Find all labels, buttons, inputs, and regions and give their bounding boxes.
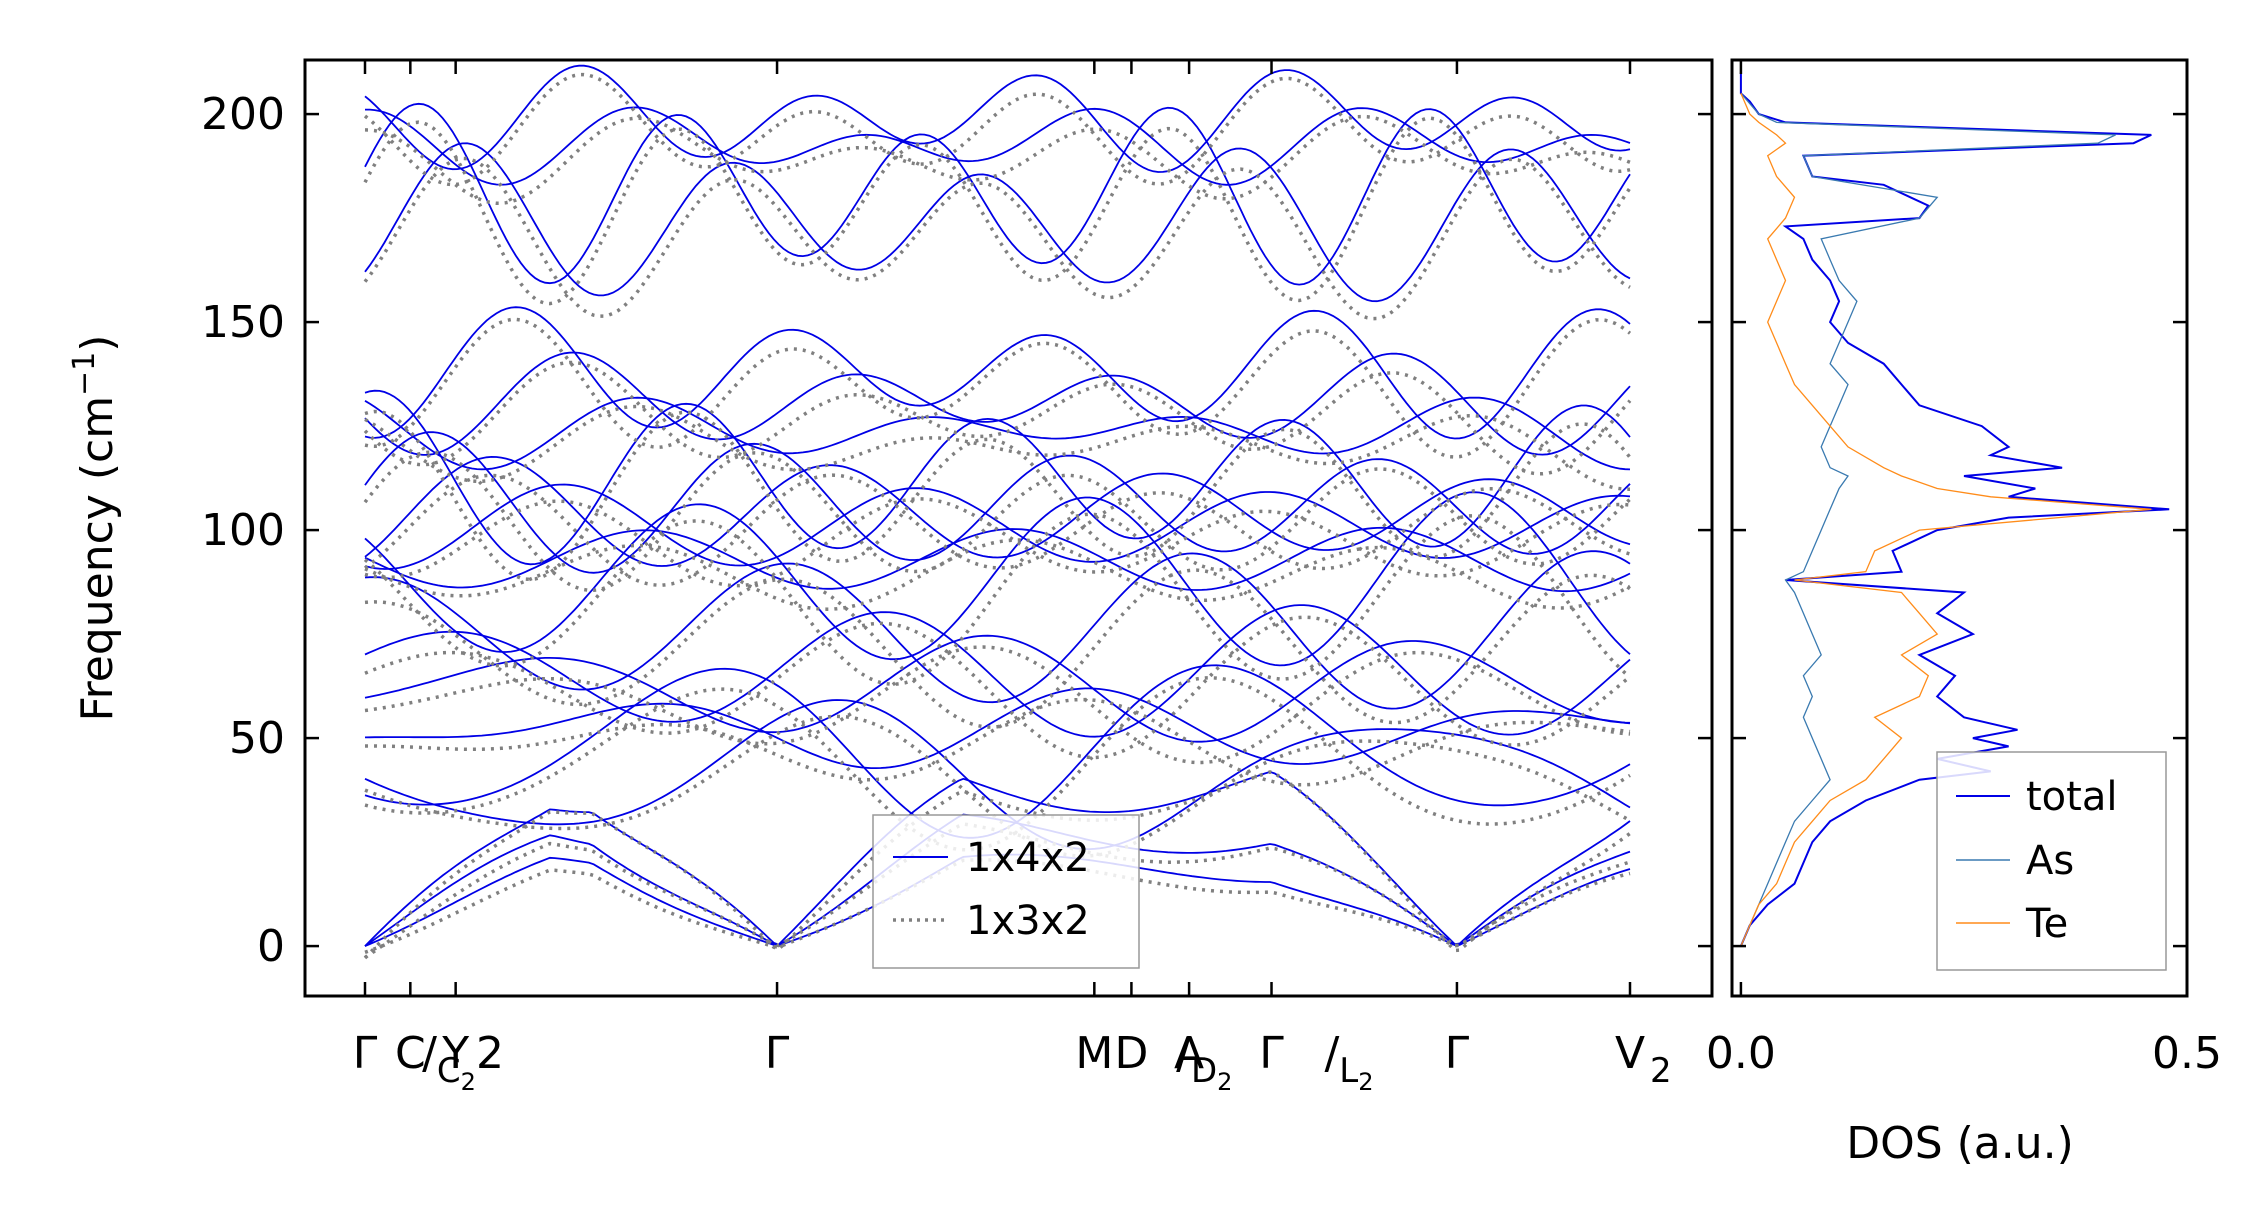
y-tick-label: 0	[257, 921, 285, 972]
dos-x-tick-label: 0.0	[1706, 1028, 1776, 1079]
x-tick-composite-label: /D2	[1176, 1028, 1232, 1096]
band-branch-1x4x2	[364, 64, 1631, 173]
band-branch-1x3x2	[365, 697, 1631, 787]
band-branch-1x4x2	[364, 431, 1631, 574]
x-tick-composite-label: 2	[1650, 1051, 1672, 1091]
x-tick-composite-sub: 2	[1650, 1051, 1672, 1091]
legend-label-as: As	[2026, 838, 2074, 884]
y-tick-label: 200	[201, 89, 285, 140]
x-tick-composite-slash: /	[1176, 1028, 1191, 1079]
x-tick-composite-slash: /	[1324, 1028, 1339, 1079]
x-tick-label: Γ	[1445, 1028, 1470, 1079]
band-branch-1x4x2	[364, 491, 1631, 667]
band-branch-1x3x2	[363, 770, 1632, 960]
dos-legend: total As Te	[1936, 751, 2167, 971]
dos-plot-frame	[1730, 58, 2189, 998]
band-plot-frame	[303, 58, 1714, 998]
band-branch-1x4x2	[364, 550, 1631, 710]
band-branch-1x4x2	[365, 106, 1631, 186]
legend-label-te: Te	[2025, 901, 2068, 947]
band-branch-1x3x2	[363, 72, 1631, 187]
band-branch-1x4x2	[364, 604, 1631, 738]
band-branch-1x4x2	[364, 664, 1631, 839]
band-branch-1x4x2	[364, 306, 1631, 440]
dos-panel: 0.0 0.5 DOS (a.u.) total As Te	[1706, 58, 2222, 1169]
x-tick-label: C	[395, 1028, 426, 1079]
band-legend-box	[872, 814, 1140, 969]
legend-label-1x4x2: 1x4x2	[966, 835, 1090, 881]
band-branch-1x3x2	[363, 450, 1632, 593]
band-branch-1x3x2	[363, 473, 1631, 587]
y-axis-label: Frequency (cm−1)	[67, 335, 123, 722]
x-tick-label: M	[1075, 1028, 1113, 1079]
band-branch-1x3x2	[364, 497, 1631, 588]
band-branch-1x4x2	[364, 102, 1631, 286]
x-tick-composite-sub: C	[437, 1051, 461, 1091]
y-tick-label: 50	[229, 713, 285, 764]
dos-curve-As	[1740, 92, 2116, 947]
x-tick-label: Γ	[1259, 1028, 1284, 1079]
band-branch-1x3x2	[363, 360, 1632, 476]
x-tick-composite-subsub: 2	[461, 1068, 476, 1096]
y-axis-label-end: )	[72, 335, 123, 352]
x-tick-composite-tail: 2	[476, 1028, 504, 1079]
x-tick-composite-slash: /	[422, 1028, 437, 1079]
band-branch-1x3x2	[364, 409, 1632, 582]
y-axis-label-main: Frequency (cm	[72, 396, 123, 722]
band-legend: 1x4x2 1x3x2	[872, 814, 1140, 969]
x-tick-composite-label: /C22	[422, 1028, 504, 1096]
band-branch-1x4x2	[364, 634, 1631, 743]
band-branch-1x4x2	[364, 389, 1631, 566]
band-branch-1x4x2	[364, 526, 1631, 593]
band-branch-1x3x2	[364, 114, 1631, 205]
x-tick-composite-subsub: 2	[1217, 1068, 1232, 1096]
band-branch-1x4x2	[364, 351, 1631, 456]
legend-label-total: total	[2026, 774, 2117, 820]
y-tick-label: 150	[201, 297, 285, 348]
x-tick-label: D	[1114, 1028, 1148, 1079]
band-curves	[363, 64, 1632, 960]
band-branch-1x4x2	[364, 396, 1631, 471]
band-branch-1x4x2	[364, 142, 1631, 303]
dos-x-axis-label: DOS (a.u.)	[1846, 1118, 2074, 1169]
x-tick-composite-subsub: 2	[1358, 1068, 1373, 1096]
band-branch-1x3x2	[364, 615, 1632, 760]
dos-x-tick-label: 0.5	[2152, 1028, 2222, 1079]
dos-curve-Te	[1740, 93, 2152, 947]
band-branch-1x4x2	[364, 687, 1631, 769]
y-axis-label-unit-exponent: −1	[67, 352, 102, 396]
y-tick-label: 100	[201, 505, 285, 556]
x-tick-composite-label: /L2	[1324, 1028, 1373, 1096]
band-branch-1x3x2	[364, 404, 1630, 491]
band-branch-1x3x2	[364, 822, 1631, 960]
dos-axis: 0.0 0.5	[1706, 60, 2222, 1079]
x-tick-label: Γ	[765, 1028, 790, 1079]
x-tick-label: V	[1615, 1028, 1645, 1079]
x-tick-label: A	[1174, 1028, 1204, 1079]
x-tick-composite-sub: D	[1191, 1051, 1217, 1091]
band-branch-1x4x2	[364, 455, 1631, 567]
legend-label-1x3x2: 1x3x2	[966, 898, 1090, 944]
x-tick-composite-sub: L	[1339, 1051, 1358, 1091]
x-tick-label: Y	[441, 1028, 469, 1079]
band-branch-1x3x2	[363, 156, 1631, 321]
band-y-axis: 0 50 100 150 200	[201, 89, 1712, 972]
dos-legend-box	[1936, 751, 2167, 971]
band-branch-1x3x2	[364, 568, 1631, 729]
x-tick-label: Γ	[353, 1028, 378, 1079]
band-x-axis: Γ C Y Γ M D A Γ Γ V/C22/D2/L2 2	[353, 60, 1672, 1096]
